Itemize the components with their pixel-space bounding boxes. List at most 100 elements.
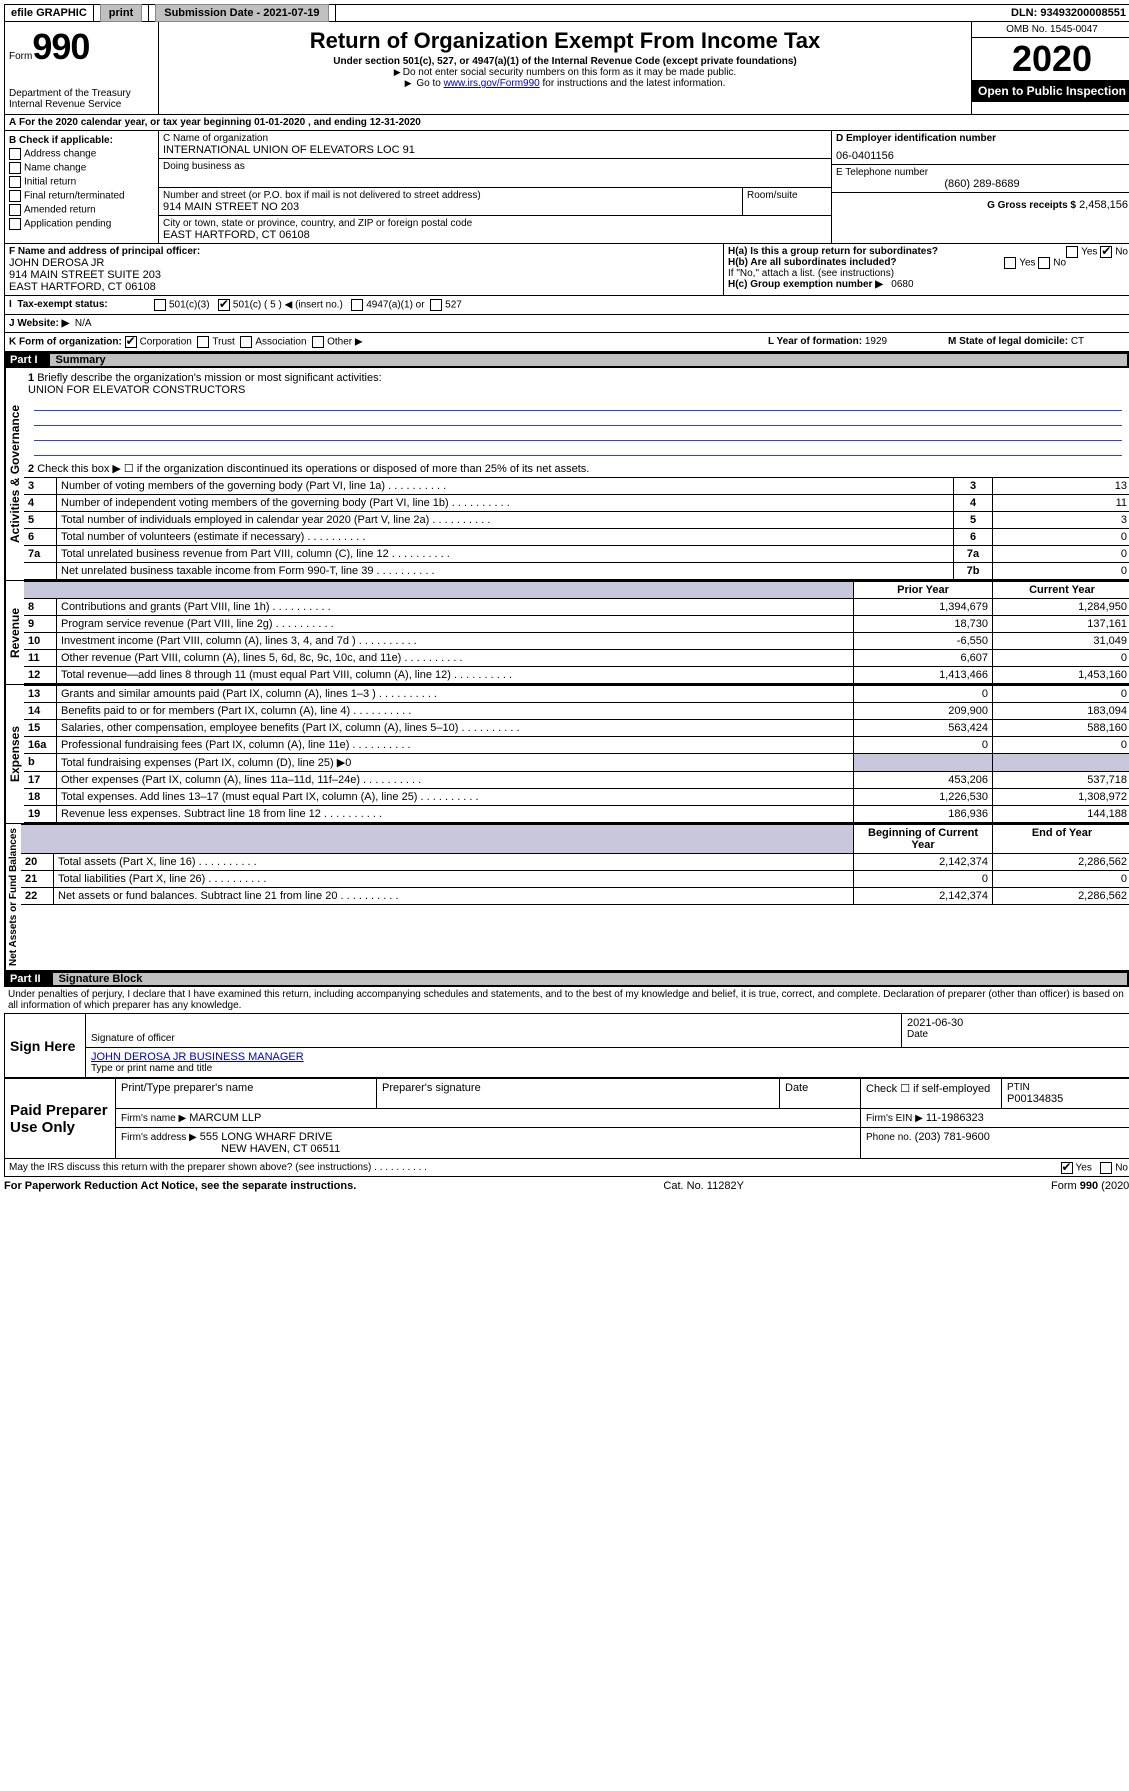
discuss-row: May the IRS discuss this return with the… <box>4 1159 1129 1177</box>
sig-date-label: Date <box>907 1029 1127 1040</box>
pra-notice: For Paperwork Reduction Act Notice, see … <box>4 1180 356 1192</box>
hb-line: H(b) Are all subordinates included? Yes … <box>728 257 1128 268</box>
table-row: Net unrelated business taxable income fr… <box>24 563 1129 580</box>
table-row: Beginning of Current YearEnd of Year <box>21 825 1129 854</box>
table-row: 21Total liabilities (Part X, line 26)00 <box>21 871 1129 888</box>
table-row: 19Revenue less expenses. Subtract line 1… <box>24 806 1129 823</box>
efile-label: efile GRAPHIC <box>5 5 94 21</box>
ein-value: 06-0401156 <box>836 150 1128 162</box>
tax-year: 2020 <box>972 38 1129 80</box>
table-row: Prior YearCurrent Year <box>24 582 1129 599</box>
org-info-block: B Check if applicable: Address change Na… <box>4 131 1129 244</box>
hb-note: If "No," attach a list. (see instruction… <box>728 268 1128 279</box>
addr-change-checkbox[interactable] <box>9 148 21 160</box>
self-employed-check: Check ☐ if self-employed <box>861 1079 1002 1109</box>
initial-return-checkbox[interactable] <box>9 176 21 188</box>
ptin-label: PTIN <box>1007 1082 1127 1093</box>
501c-checkbox[interactable] <box>218 299 230 311</box>
q2-text: Check this box ▶ ☐ if the organization d… <box>37 463 589 475</box>
addr-label: Number and street (or P.O. box if mail i… <box>163 190 738 201</box>
vert-revenue: Revenue <box>5 581 24 684</box>
527-checkbox[interactable] <box>430 299 442 311</box>
officer-name: JOHN DEROSA JR <box>9 257 719 269</box>
form-ref: Form 990 (2020) <box>1051 1180 1129 1192</box>
expenses-table: 13Grants and similar amounts paid (Part … <box>24 685 1129 823</box>
klm-row: K Form of organization: Corporation Trus… <box>4 333 1129 352</box>
city-label: City or town, state or province, country… <box>163 218 827 229</box>
4947-checkbox[interactable] <box>351 299 363 311</box>
prep-date-header: Date <box>780 1079 861 1109</box>
goto-note: Go to www.irs.gov/Form990 for instructio… <box>165 78 965 89</box>
discuss-yes-checkbox[interactable] <box>1061 1162 1073 1174</box>
table-row: 12Total revenue—add lines 8 through 11 (… <box>24 667 1129 684</box>
org-name: INTERNATIONAL UNION OF ELEVATORS LOC 91 <box>163 144 827 156</box>
officer-name-link[interactable]: JOHN DEROSA JR BUSINESS MANAGER <box>91 1051 304 1063</box>
ha-yes-checkbox[interactable] <box>1066 246 1078 258</box>
netassets-table: Beginning of Current YearEnd of Year20To… <box>21 824 1129 905</box>
firm-phone: (203) 781-9600 <box>915 1131 990 1143</box>
gross-receipts-value: 2,458,156 <box>1079 199 1128 211</box>
sig-officer-label: Signature of officer <box>91 1033 896 1044</box>
section-b: B Check if applicable: Address change Na… <box>5 131 159 243</box>
paid-preparer-label: Paid Preparer Use Only <box>5 1079 116 1159</box>
table-row: 16aProfessional fundraising fees (Part I… <box>24 737 1129 754</box>
revenue-table: Prior YearCurrent Year8Contributions and… <box>24 581 1129 684</box>
other-checkbox[interactable] <box>312 336 324 348</box>
app-pending-checkbox[interactable] <box>9 218 21 230</box>
hb-no-checkbox[interactable] <box>1038 257 1050 269</box>
street-address: 914 MAIN STREET NO 203 <box>163 201 738 213</box>
phone-value: (860) 289-8689 <box>836 178 1128 190</box>
table-row: 6Total number of volunteers (estimate if… <box>24 529 1129 546</box>
print-button[interactable]: print <box>100 4 142 22</box>
table-row: 20Total assets (Part X, line 16)2,142,37… <box>21 854 1129 871</box>
signature-table: Sign Here Signature of officer 2021-06-3… <box>4 1013 1129 1078</box>
prep-sig-header: Preparer's signature <box>377 1079 780 1109</box>
netassets-block: Net Assets or Fund Balances Beginning of… <box>4 824 1129 971</box>
table-row: 5Total number of individuals employed in… <box>24 512 1129 529</box>
ha-no-checkbox[interactable] <box>1100 246 1112 258</box>
discuss-no-checkbox[interactable] <box>1100 1162 1112 1174</box>
state-domicile: CT <box>1071 336 1084 347</box>
firm-addr2: NEW HAVEN, CT 06511 <box>121 1143 855 1155</box>
form990-link[interactable]: www.irs.gov/Form990 <box>444 78 540 89</box>
table-row: 8Contributions and grants (Part VIII, li… <box>24 599 1129 616</box>
table-row: bTotal fundraising expenses (Part IX, co… <box>24 754 1129 772</box>
q1-label: Briefly describe the organization's miss… <box>37 372 381 384</box>
hb-yes-checkbox[interactable] <box>1004 257 1016 269</box>
ha-line: H(a) Is this a group return for subordin… <box>728 246 1128 257</box>
trust-checkbox[interactable] <box>197 336 209 348</box>
c-name-label: C Name of organization <box>163 133 827 144</box>
corp-checkbox[interactable] <box>125 336 137 348</box>
catalog-number: Cat. No. 11282Y <box>663 1180 744 1192</box>
amended-checkbox[interactable] <box>9 204 21 216</box>
form-title: Return of Organization Exempt From Incom… <box>165 28 965 54</box>
vert-netassets: Net Assets or Fund Balances <box>5 824 21 970</box>
final-return-checkbox[interactable] <box>9 190 21 202</box>
table-row: 18Total expenses. Add lines 13–17 (must … <box>24 789 1129 806</box>
dln-label: DLN: 93493200008551 <box>1005 5 1129 21</box>
f-label: F Name and address of principal officer: <box>9 246 719 257</box>
omb-number: OMB No. 1545-0047 <box>972 22 1129 38</box>
table-row: 22Net assets or fund balances. Subtract … <box>21 888 1129 905</box>
submission-date-button[interactable]: Submission Date - 2021-07-19 <box>155 4 328 22</box>
name-change-checkbox[interactable] <box>9 162 21 174</box>
assoc-checkbox[interactable] <box>240 336 252 348</box>
ssn-note: Do not enter social security numbers on … <box>165 67 965 78</box>
firm-addr1: 555 LONG WHARF DRIVE <box>200 1131 333 1143</box>
officer-addr2: EAST HARTFORD, CT 06108 <box>9 281 719 293</box>
form-subtitle: Under section 501(c), 527, or 4947(a)(1)… <box>165 56 965 67</box>
year-formation: 1929 <box>865 336 887 347</box>
vert-expenses: Expenses <box>5 685 24 823</box>
table-row: 10Investment income (Part VIII, column (… <box>24 633 1129 650</box>
part2-header: Part II Signature Block <box>4 971 1129 987</box>
preparer-table: Paid Preparer Use Only Print/Type prepar… <box>4 1078 1129 1159</box>
table-row: 15Salaries, other compensation, employee… <box>24 720 1129 737</box>
period-line: A For the 2020 calendar year, or tax yea… <box>4 115 1129 131</box>
form-word: Form <box>9 51 32 62</box>
sig-date: 2021-06-30 <box>907 1017 1127 1029</box>
firm-name: MARCUM LLP <box>189 1112 261 1124</box>
open-public-badge: Open to Public Inspection <box>972 80 1129 102</box>
type-name-label: Type or print name and title <box>91 1063 1127 1074</box>
expenses-block: Expenses 13Grants and similar amounts pa… <box>4 685 1129 824</box>
501c3-checkbox[interactable] <box>154 299 166 311</box>
